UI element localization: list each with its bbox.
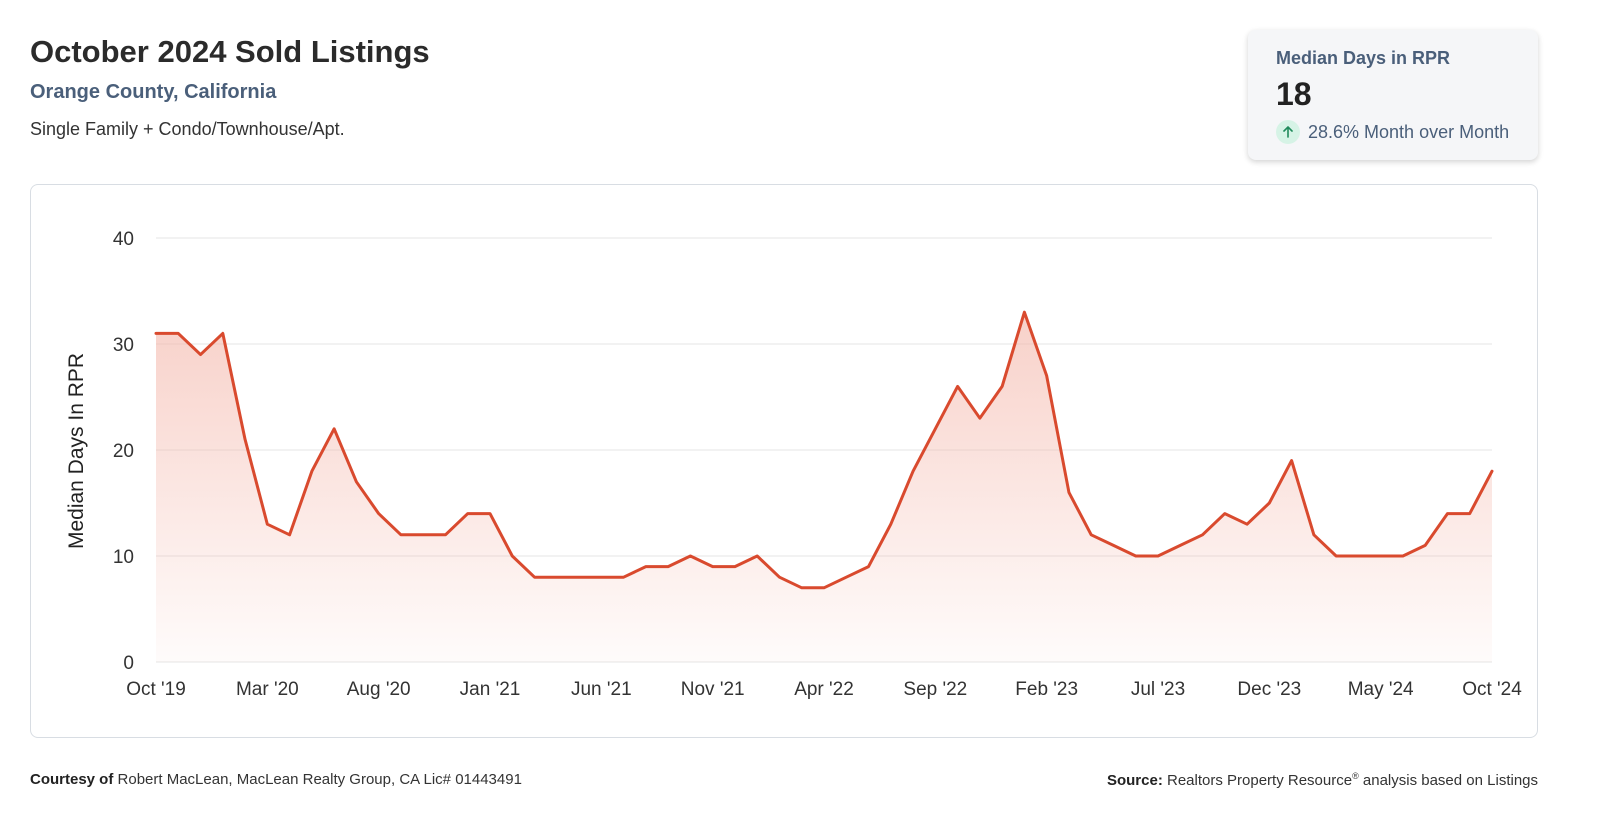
property-segment: Single Family + Condo/Townhouse/Apt. bbox=[30, 119, 345, 139]
source-suffix: analysis based on Listings bbox=[1362, 772, 1538, 789]
x-tick-label: May '24 bbox=[1348, 679, 1414, 700]
source-label: Source: bbox=[1106, 772, 1163, 789]
x-tick-label: Mar '20 bbox=[236, 679, 299, 700]
page-title: October 2024 Sold Listings bbox=[30, 34, 430, 69]
kpi-card: Median Days in RPR 18 28.6% Month over M… bbox=[1248, 30, 1538, 160]
registered-mark: ® bbox=[1352, 771, 1359, 781]
x-tick-label: Jan '21 bbox=[460, 679, 521, 700]
arrow-up-icon bbox=[1276, 120, 1300, 144]
series-line bbox=[154, 310, 1494, 590]
kpi-change: 28.6% Month over Month bbox=[1276, 120, 1509, 144]
kpi-change-text: 28.6% Month over Month bbox=[1308, 121, 1510, 142]
x-tick-label: Aug '20 bbox=[347, 679, 411, 700]
x-tick-label: Nov '21 bbox=[681, 679, 745, 700]
x-tick-label: Sep '22 bbox=[903, 679, 967, 700]
y-tick-label: 20 bbox=[113, 441, 134, 462]
y-tick-label: 40 bbox=[113, 229, 134, 250]
x-tick-label: Dec '23 bbox=[1237, 679, 1301, 700]
chart-panel: 0 10 20 30 40 Oct '19 Mar '20 Aug '20 Jan '21 Ju… bbox=[30, 184, 1538, 738]
x-tick-label: Oct '24 bbox=[1462, 679, 1522, 700]
location-subtitle: Orange County, California bbox=[30, 81, 277, 103]
x-tick-label: Apr '22 bbox=[794, 679, 854, 700]
x-tick-label: Jul '23 bbox=[1131, 679, 1185, 700]
x-tick-label: Jun '21 bbox=[571, 679, 632, 700]
y-axis-label: Median Days In RPR bbox=[65, 353, 88, 549]
y-tick-label: 30 bbox=[113, 335, 134, 356]
kpi-value: 18 bbox=[1276, 76, 1312, 112]
y-tick-label: 10 bbox=[113, 547, 134, 568]
source-text: Realtors Property Resource bbox=[1167, 772, 1353, 789]
x-tick-label: Oct '19 bbox=[126, 679, 186, 700]
y-tick-label: 0 bbox=[123, 653, 134, 674]
courtesy-label: Courtesy of bbox=[30, 771, 114, 788]
courtesy-text: Robert MacLean, MacLean Realty Group, CA… bbox=[117, 771, 522, 788]
area-fill bbox=[156, 312, 1492, 662]
footer-source: Source: Realtors Property Resource® anal… bbox=[1107, 771, 1538, 789]
x-tick-label: Feb '23 bbox=[1015, 679, 1078, 700]
kpi-label: Median Days in RPR bbox=[1276, 48, 1451, 68]
footer-courtesy: Courtesy of Robert MacLean, MacLean Real… bbox=[30, 771, 522, 788]
line-chart: 0 10 20 30 40 Oct '19 Mar '20 Aug '20 Jan '21 Ju… bbox=[65, 229, 1522, 700]
